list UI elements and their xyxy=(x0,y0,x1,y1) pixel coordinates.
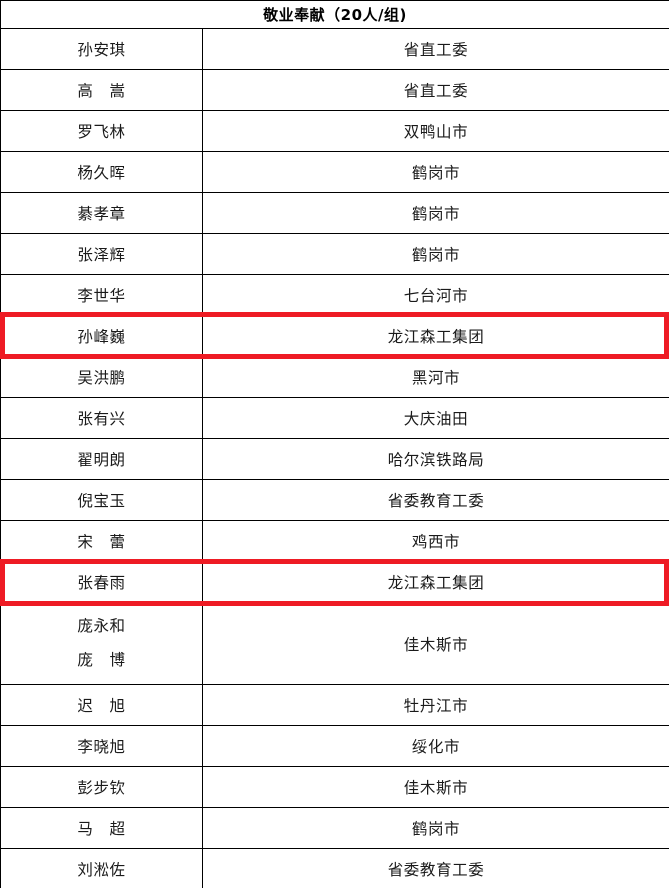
recipient-name-cell: 李世华 xyxy=(0,274,203,316)
recipient-name-cell: 吴洪鹏 xyxy=(0,356,203,398)
table-row: 张春雨 龙江森工集团 xyxy=(0,561,669,603)
table-row: 彭步钦 佳木斯市 xyxy=(0,766,669,808)
recipient-org-cell: 佳木斯市 xyxy=(202,602,669,685)
recipient-org-cell: 黑河市 xyxy=(202,356,669,398)
table-row: 庞永和庞 博佳木斯市 xyxy=(0,602,669,685)
table-row: 张泽辉 鹤岗市 xyxy=(0,233,669,275)
recipient-name-cell: 马 超 xyxy=(0,807,203,849)
recipient-org-cell: 龙江森工集团 xyxy=(202,561,669,603)
recipient-name-cell: 綦孝章 xyxy=(0,192,203,234)
table-row: 宋 蕾鸡西市 xyxy=(0,520,669,562)
table-row: 杨久晖 鹤岗市 xyxy=(0,151,669,193)
table-header: 敬业奉献（20人/组) xyxy=(0,0,669,29)
recipient-org-cell: 鹤岗市 xyxy=(202,192,669,234)
recipient-name-cell: 倪宝玉 xyxy=(0,479,203,521)
recipient-org-cell: 佳木斯市 xyxy=(202,766,669,808)
recipient-org-cell: 省直工委 xyxy=(202,28,669,70)
recipient-org-cell: 省委教育工委 xyxy=(202,848,669,888)
table-row: 马 超鹤岗市 xyxy=(0,807,669,849)
recipient-org-cell: 省直工委 xyxy=(202,69,669,111)
recipient-name-cell: 翟明朗 xyxy=(0,438,203,480)
table-row: 罗飞林 双鸭山市 xyxy=(0,110,669,152)
recipient-name-cell: 刘淞佐 xyxy=(0,848,203,888)
recipient-org-cell: 七台河市 xyxy=(202,274,669,316)
table-row: 刘淞佐 省委教育工委 xyxy=(0,848,669,888)
recipient-name-secondary: 庞 博 xyxy=(77,650,126,669)
recipient-name-cell: 张有兴 xyxy=(0,397,203,439)
table-row: 孙安琪 省直工委 xyxy=(0,28,669,70)
recipient-name-cell: 孙峰巍 xyxy=(0,315,203,357)
recipient-name-cell: 罗飞林 xyxy=(0,110,203,152)
table-title-cell: 敬业奉献（20人/组) xyxy=(0,0,669,29)
recipient-name-cell: 彭步钦 xyxy=(0,766,203,808)
recipient-org-cell: 大庆油田 xyxy=(202,397,669,439)
recipient-name-cell: 迟 旭 xyxy=(0,684,203,726)
recipient-name-cell: 宋 蕾 xyxy=(0,520,203,562)
table-row: 李晓旭 绥化市 xyxy=(0,725,669,767)
table-row: 孙峰巍 龙江森工集团 xyxy=(0,315,669,357)
recipient-org-cell: 鸡西市 xyxy=(202,520,669,562)
recipient-name-cell: 张泽辉 xyxy=(0,233,203,275)
table-row: 李世华 七台河市 xyxy=(0,274,669,316)
recipient-name-cell: 高 嵩 xyxy=(0,69,203,111)
recipient-org-cell: 龙江森工集团 xyxy=(202,315,669,357)
recipient-org-cell: 鹤岗市 xyxy=(202,233,669,275)
table-row: 迟 旭牡丹江市 xyxy=(0,684,669,726)
recipient-name-cell: 杨久晖 xyxy=(0,151,203,193)
table-row: 高 嵩省直工委 xyxy=(0,69,669,111)
recipient-org-cell: 哈尔滨铁路局 xyxy=(202,438,669,480)
recipient-name-cell: 李晓旭 xyxy=(0,725,203,767)
table-row: 倪宝玉 省委教育工委 xyxy=(0,479,669,521)
table-row: 綦孝章 鹤岗市 xyxy=(0,192,669,234)
table-body: 孙安琪 省直工委高 嵩省直工委 罗飞林 双鸭山市 杨久晖 鹤岗市 綦孝章 鹤岗市 张泽辉 鹤岗市李… xyxy=(0,28,669,888)
stacked-name-group: 庞永和庞 博 xyxy=(3,617,200,669)
table-header-row: 敬业奉献（20人/组) xyxy=(0,0,669,29)
recipient-name-cell: 张春雨 xyxy=(0,561,203,603)
recipient-org-cell: 绥化市 xyxy=(202,725,669,767)
recipient-name-cell: 庞永和庞 博 xyxy=(0,602,203,685)
table-row: 翟明朗 哈尔滨铁路局 xyxy=(0,438,669,480)
recipient-org-cell: 双鸭山市 xyxy=(202,110,669,152)
recipient-org-cell: 鹤岗市 xyxy=(202,151,669,193)
recipient-org-cell: 鹤岗市 xyxy=(202,807,669,849)
recipient-org-cell: 省委教育工委 xyxy=(202,479,669,521)
recipient-name-cell: 孙安琪 xyxy=(0,28,203,70)
recipient-name: 庞永和 xyxy=(77,617,126,635)
table-row: 张有兴 大庆油田 xyxy=(0,397,669,439)
recipient-org-cell: 牡丹江市 xyxy=(202,684,669,726)
table-row: 吴洪鹏 黑河市 xyxy=(0,356,669,398)
